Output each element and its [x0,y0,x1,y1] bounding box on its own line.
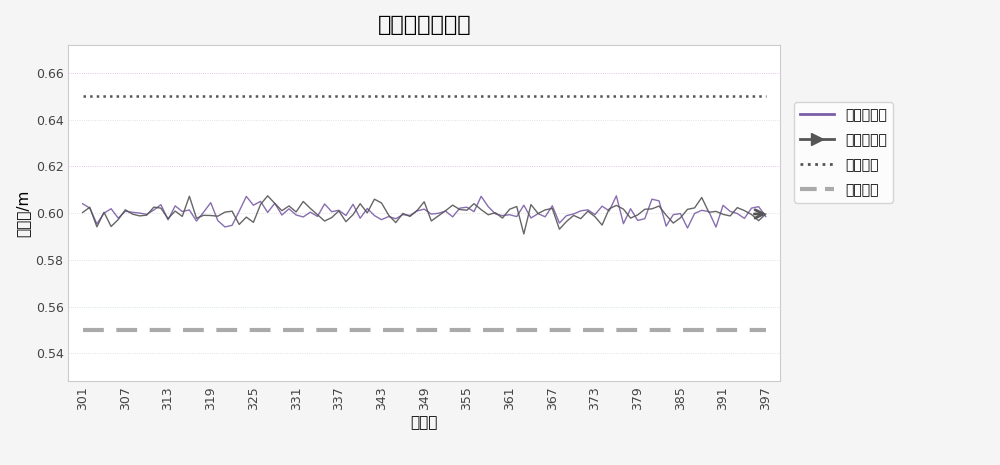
X-axis label: 采样点: 采样点 [411,416,438,431]
Legend: 热水筱液位, 冷水筱液位, 置信上限, 置信下限: 热水筱液位, 冷水筱液位, 置信上限, 置信下限 [794,102,893,203]
Y-axis label: 液位值/m: 液位值/m [15,189,30,237]
Title: 液位曲线波动图: 液位曲线波动图 [377,15,471,35]
